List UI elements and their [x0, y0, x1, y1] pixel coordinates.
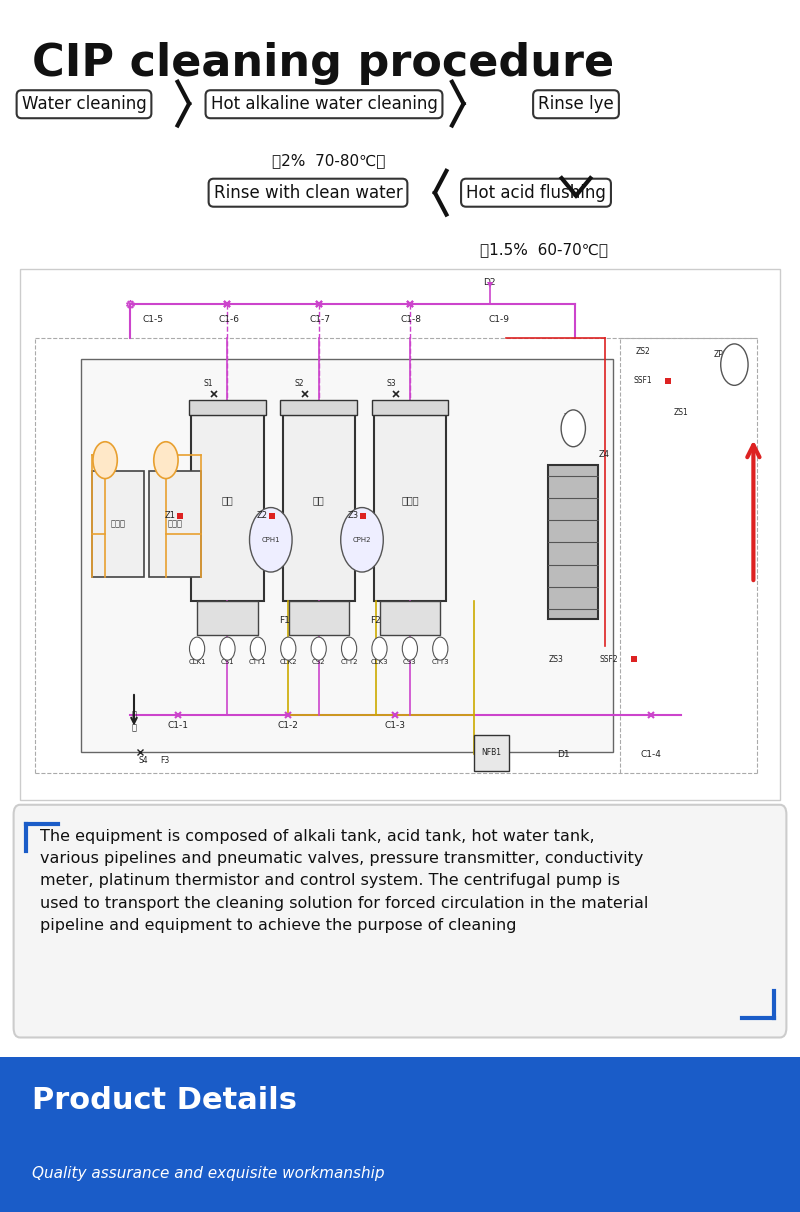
Text: CIP cleaning procedure: CIP cleaning procedure: [32, 42, 614, 85]
Text: （2%  70-80℃）: （2% 70-80℃）: [272, 153, 386, 167]
Text: 洗碱罐: 洗碱罐: [110, 520, 126, 528]
Text: Hot alkaline water cleaning: Hot alkaline water cleaning: [210, 96, 438, 113]
Text: S4: S4: [138, 755, 148, 765]
Text: 热水罐: 热水罐: [401, 494, 418, 505]
Text: D2: D2: [483, 278, 496, 287]
Bar: [191, 415, 263, 601]
Text: The equipment is composed of alkali tank, acid tank, hot water tank,
various pip: The equipment is composed of alkali tank…: [40, 829, 648, 933]
Text: CS3: CS3: [403, 659, 417, 665]
Circle shape: [190, 638, 205, 661]
Text: SSF1: SSF1: [634, 376, 653, 385]
Bar: [280, 400, 357, 415]
Text: Z2: Z2: [256, 511, 267, 520]
Bar: [548, 465, 598, 619]
Circle shape: [721, 344, 748, 385]
Text: Water cleaning: Water cleaning: [22, 96, 146, 113]
Text: Rinse lye: Rinse lye: [538, 96, 614, 113]
Text: CTT2: CTT2: [340, 659, 358, 665]
Text: CS2: CS2: [312, 659, 326, 665]
Circle shape: [342, 638, 357, 661]
Text: （1.5%  60-70℃）: （1.5% 60-70℃）: [480, 242, 608, 257]
Bar: [282, 415, 354, 601]
Text: 酸罐: 酸罐: [222, 494, 234, 505]
Text: ZP11: ZP11: [714, 349, 733, 359]
Circle shape: [281, 638, 296, 661]
Bar: [374, 415, 446, 601]
Bar: [371, 400, 448, 415]
Text: ZS3: ZS3: [548, 654, 563, 664]
Bar: [380, 601, 440, 635]
Text: C1-3: C1-3: [384, 721, 405, 730]
Text: Hot acid flushing: Hot acid flushing: [466, 184, 606, 201]
Bar: [289, 601, 349, 635]
Text: F3: F3: [160, 755, 169, 765]
Text: CLK2: CLK2: [279, 659, 297, 665]
Text: 碱罐: 碱罐: [313, 494, 325, 505]
Text: S3: S3: [386, 378, 396, 388]
Text: C1-7: C1-7: [310, 315, 330, 324]
Text: CTT3: CTT3: [431, 659, 449, 665]
Text: CLK1: CLK1: [188, 659, 206, 665]
Circle shape: [154, 441, 178, 479]
Bar: [474, 734, 509, 771]
Text: F2: F2: [370, 616, 381, 625]
Circle shape: [93, 441, 118, 479]
Text: Quality assurance and exquisite workmanship: Quality assurance and exquisite workmans…: [32, 1166, 385, 1180]
Text: GM2: GM2: [158, 446, 174, 456]
FancyBboxPatch shape: [14, 805, 786, 1037]
Circle shape: [372, 638, 387, 661]
Circle shape: [250, 508, 292, 572]
Text: ZTT1: ZTT1: [564, 413, 583, 422]
Text: CLK3: CLK3: [370, 659, 388, 665]
Text: C1-2: C1-2: [278, 721, 298, 730]
Circle shape: [561, 410, 586, 447]
Circle shape: [311, 638, 326, 661]
Text: 污: 污: [131, 724, 137, 733]
Text: 排: 排: [131, 710, 137, 720]
Text: Z3: Z3: [347, 511, 358, 520]
Text: S2: S2: [295, 378, 305, 388]
Text: ZS1: ZS1: [674, 408, 689, 417]
Text: S1: S1: [204, 378, 214, 388]
Text: D1: D1: [557, 750, 570, 759]
Text: C1-6: C1-6: [218, 315, 239, 324]
Text: Rinse with clean water: Rinse with clean water: [214, 184, 402, 201]
Bar: [198, 601, 258, 635]
Text: C1-9: C1-9: [488, 315, 510, 324]
Bar: [92, 470, 144, 577]
Text: CPH1: CPH1: [262, 537, 280, 543]
Text: Product Details: Product Details: [32, 1086, 297, 1115]
Circle shape: [220, 638, 235, 661]
Circle shape: [250, 638, 266, 661]
Circle shape: [402, 638, 418, 661]
Text: C1-4: C1-4: [640, 750, 662, 759]
Text: Z4: Z4: [598, 451, 609, 459]
Text: ZS2: ZS2: [636, 347, 650, 356]
Text: GM1: GM1: [97, 446, 114, 456]
Bar: [189, 400, 266, 415]
Text: SSF2: SSF2: [600, 654, 618, 664]
Text: C1-8: C1-8: [401, 315, 422, 324]
Circle shape: [433, 638, 448, 661]
Text: Z1: Z1: [165, 511, 176, 520]
Text: NFB1: NFB1: [482, 748, 501, 758]
Bar: [20, 269, 780, 800]
Circle shape: [341, 508, 383, 572]
Text: F1: F1: [279, 616, 290, 625]
Text: C1-5: C1-5: [142, 315, 163, 324]
Bar: [0, 1057, 800, 1212]
Bar: [149, 470, 201, 577]
Bar: [81, 359, 613, 753]
Text: CTT1: CTT1: [249, 659, 266, 665]
Text: CS1: CS1: [221, 659, 234, 665]
Text: CPH2: CPH2: [353, 537, 371, 543]
Text: 洗酸罐: 洗酸罐: [167, 520, 182, 528]
Text: C1-1: C1-1: [167, 721, 189, 730]
